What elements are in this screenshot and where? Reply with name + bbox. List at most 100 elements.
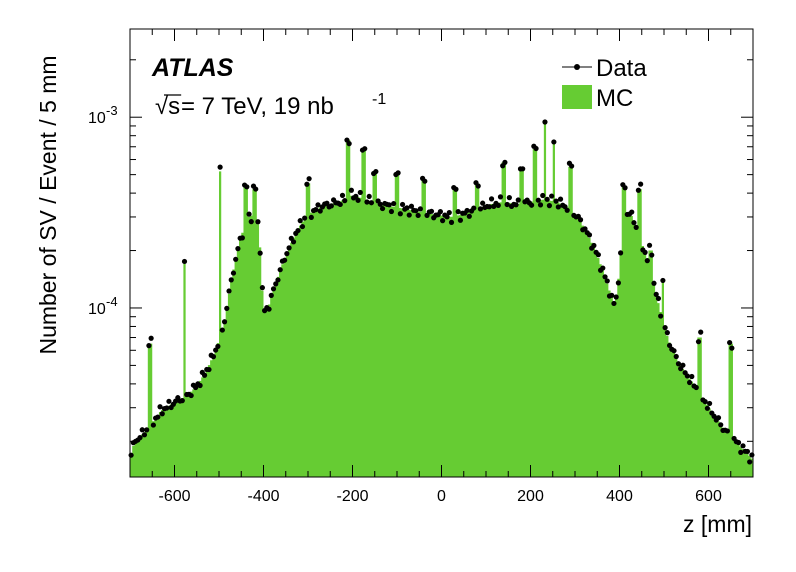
data-point (413, 208, 419, 214)
data-point (257, 250, 263, 256)
data-point (386, 202, 392, 208)
data-point (744, 448, 751, 455)
data-point (658, 313, 664, 319)
data-point (415, 212, 421, 219)
data-point (718, 422, 724, 428)
data-point (497, 194, 504, 200)
data-point (346, 141, 352, 147)
data-point (542, 119, 548, 125)
data-point (724, 428, 731, 434)
data-point (655, 295, 662, 302)
data-point (611, 300, 617, 307)
data-point (233, 256, 239, 262)
data-point (417, 206, 423, 212)
data-point (646, 242, 653, 248)
data-point (357, 189, 363, 196)
y-axis: 10-310-4 (88, 59, 753, 442)
data-point (727, 339, 733, 346)
data-point (246, 211, 252, 217)
data-point (239, 235, 245, 241)
data-point (520, 166, 526, 172)
data-point (290, 239, 297, 245)
data-point (259, 285, 265, 291)
data-point (486, 204, 492, 210)
data-point (255, 219, 261, 225)
data-point (266, 306, 272, 312)
data-point (277, 267, 283, 273)
data-point (404, 205, 410, 211)
x-tick-label: 400 (606, 488, 633, 505)
data-point (671, 348, 677, 354)
data-point (715, 415, 722, 421)
data-point (137, 435, 143, 441)
data-point (235, 246, 241, 252)
data-point (295, 227, 301, 234)
data-point (477, 206, 484, 212)
data-point (455, 209, 461, 215)
data-point (595, 252, 601, 258)
data-point (164, 405, 170, 411)
lumi-exponent: -1 (372, 91, 386, 108)
data-point (379, 205, 386, 212)
data-point (448, 219, 455, 225)
data-point (544, 196, 550, 202)
data-point (551, 139, 557, 145)
data-point (533, 145, 539, 152)
data-point (306, 176, 312, 182)
data-point (224, 305, 230, 311)
data-point (615, 280, 621, 286)
data-point (328, 203, 334, 209)
data-point (686, 379, 693, 386)
data-point (348, 187, 354, 193)
data-point (649, 252, 655, 258)
x-tick-label: 200 (517, 488, 544, 505)
data-point (586, 232, 593, 238)
data-point (188, 392, 194, 399)
data-point (248, 219, 254, 225)
data-point (315, 202, 321, 208)
energy-annotation: √s = 7 TeV, 19 nb -1 (155, 91, 386, 120)
data-point (653, 291, 659, 297)
data-point (244, 184, 250, 190)
data-point (684, 373, 690, 379)
data-point (600, 265, 606, 271)
data-point (179, 398, 185, 404)
data-point (466, 213, 472, 219)
data-point (339, 192, 346, 198)
data-point (206, 366, 212, 373)
legend-data-marker (574, 64, 580, 70)
data-point (395, 170, 401, 176)
data-point (226, 288, 232, 294)
data-point (609, 292, 615, 298)
data-point (675, 361, 682, 367)
data-point (695, 339, 702, 345)
y-tick-exponent: -4 (106, 294, 118, 309)
data-point (638, 181, 644, 187)
data-point (159, 411, 165, 417)
data-point (139, 427, 145, 433)
legend-item-data: Data (562, 55, 647, 82)
data-point (230, 270, 237, 276)
x-tick-label: 600 (695, 488, 722, 505)
data-point (464, 207, 470, 214)
data-point (480, 200, 486, 206)
data-point (504, 201, 510, 208)
data-point (437, 209, 443, 215)
energy-value: = 7 TeV, 19 nb (181, 93, 334, 120)
y-tick-exponent: -3 (106, 103, 118, 118)
data-point (282, 257, 288, 263)
data-point (166, 398, 172, 404)
data-point (399, 201, 406, 208)
legend-mc-swatch (562, 85, 592, 109)
data-point (613, 294, 619, 300)
data-point (602, 274, 608, 280)
data-point (446, 209, 452, 216)
legend: Data MC (562, 55, 647, 112)
data-point (388, 208, 395, 215)
data-point (377, 201, 383, 207)
data-point (633, 224, 639, 230)
data-point (201, 372, 208, 378)
data-point (704, 405, 710, 411)
data-point (337, 201, 343, 208)
